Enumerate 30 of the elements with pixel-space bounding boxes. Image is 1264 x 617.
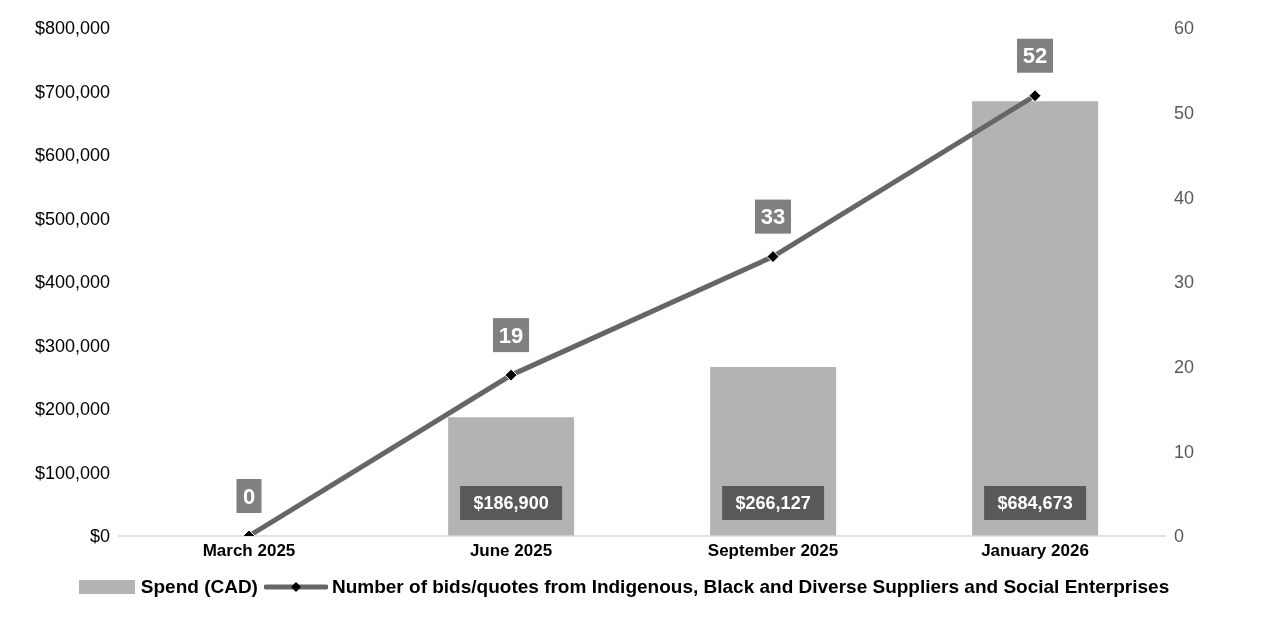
y-tick-label: $800,000 <box>34 18 110 39</box>
data-label: 19 <box>498 322 524 348</box>
data-label: $266,127 <box>735 493 811 513</box>
bar <box>972 101 1099 536</box>
y-tick-label: $700,000 <box>34 81 110 102</box>
y-tick-label: $100,000 <box>34 462 110 483</box>
y2-tick-label: 30 <box>1174 272 1195 293</box>
y2-tick-label: 50 <box>1174 103 1195 124</box>
y-tick-label: $0 <box>89 526 110 547</box>
legend-label: Spend (CAD) <box>139 576 258 598</box>
data-label: $684,673 <box>997 493 1073 513</box>
y2-tick-label: 40 <box>1174 187 1195 208</box>
y-tick-label: $200,000 <box>34 399 110 420</box>
data-label: 0 <box>242 483 256 509</box>
y-tick-label: $600,000 <box>34 145 110 166</box>
y2-tick-label: 60 <box>1174 18 1195 39</box>
y2-tick-label: 0 <box>1174 526 1185 547</box>
data-label: $186,900 <box>473 493 549 513</box>
y-tick-label: $300,000 <box>34 335 110 356</box>
x-tick-label: September 2025 <box>707 541 839 561</box>
y-tick-label: $500,000 <box>34 208 110 229</box>
data-label: 52 <box>1022 43 1048 69</box>
data-label: 33 <box>760 204 786 230</box>
legend-label: Number of bids/quotes from Indigenous, Black and Diverse Suppliers and Social Enterprises <box>330 576 1170 598</box>
y-tick-label: $400,000 <box>34 272 110 293</box>
x-tick-label: June 2025 <box>469 541 553 561</box>
x-tick-label: March 2025 <box>202 541 296 561</box>
y2-tick-label: 10 <box>1174 441 1195 462</box>
y2-tick-label: 20 <box>1174 357 1195 378</box>
x-tick-label: January 2026 <box>981 541 1089 561</box>
